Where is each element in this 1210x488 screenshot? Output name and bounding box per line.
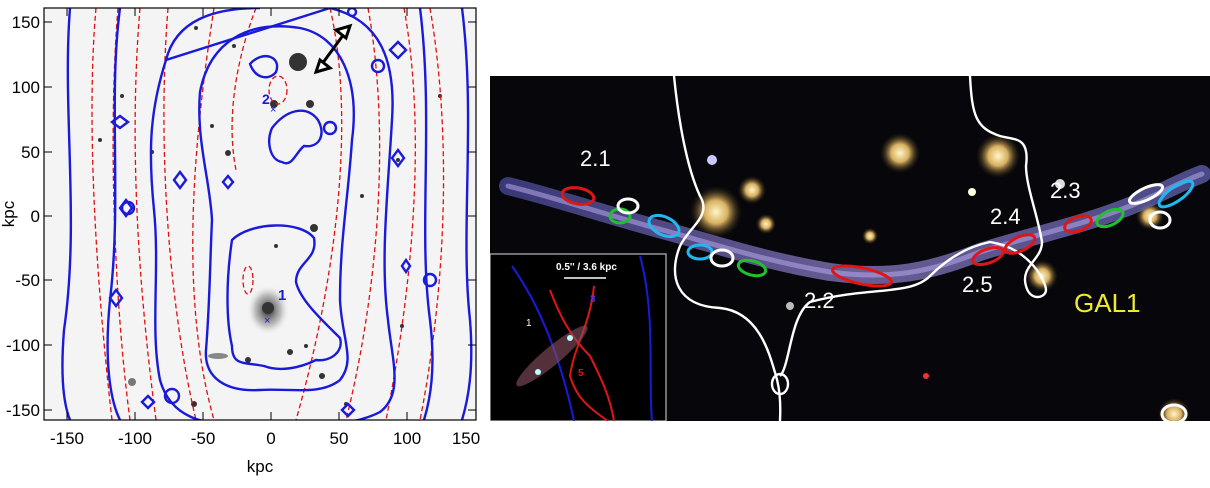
image-1-label: 1 (278, 287, 286, 304)
label-gal1: GAL1 (1074, 288, 1141, 318)
inset-label-5: 5 (578, 368, 584, 379)
arc-labels: 2.1 2.2 2.3 2.4 2.5 (580, 146, 1081, 313)
double-arrow (313, 23, 353, 75)
image-markers: 2 × 1 × (262, 91, 286, 327)
inset-label-1: 1 (526, 318, 532, 329)
mass-map-panel: 2 × 1 × (0, 0, 490, 483)
x-tick-labels: -150 -100 -50 0 50 100 150 (50, 429, 480, 448)
x-tick: -100 (118, 429, 152, 448)
image-2-label: 2 (262, 91, 270, 107)
plot-frame (43, 7, 477, 421)
y-tick: 100 (12, 78, 40, 97)
inset-scale-label: 0.5'' / 3.6 kpc (556, 262, 617, 273)
label-2-2: 2.2 (804, 288, 835, 313)
x-tick: -150 (50, 429, 84, 448)
cluster-galaxies (98, 26, 442, 407)
y-tick: 50 (21, 143, 40, 162)
x-tick: 50 (330, 429, 349, 448)
x-tick: 0 (266, 429, 275, 448)
inset-label-3: 3 (590, 294, 596, 305)
y-tick: 150 (12, 13, 40, 32)
arc-image-figure: 2.1 2.2 2.3 2.4 2.5 GAL1 0.5'' / 3.6 kpc… (490, 76, 1210, 421)
x-axis-label: kpc (247, 457, 274, 476)
inset-panel: 0.5'' / 3.6 kpc 1 3 5 (490, 253, 667, 421)
critical-lines (91, 8, 445, 420)
mass-map-figure: 2 × 1 × (0, 7, 480, 476)
y-tick-labels: 150 100 50 0 -50 -100 -150 (6, 13, 40, 420)
image-ellipses (560, 179, 1195, 421)
svg-text:×: × (270, 104, 276, 116)
y-tick: -50 (15, 271, 40, 290)
x-tick: 100 (393, 429, 421, 448)
y-axis-label: kpc (0, 200, 18, 227)
label-2-5: 2.5 (962, 272, 993, 297)
x-tick: -50 (191, 429, 216, 448)
y-tick: -150 (6, 401, 40, 420)
label-2-1: 2.1 (580, 146, 611, 171)
y-tick: 0 (31, 207, 40, 226)
svg-text:×: × (264, 315, 270, 327)
label-2-3: 2.3 (1050, 178, 1081, 203)
critical-curve-loop (770, 372, 790, 396)
y-tick: -100 (6, 336, 40, 355)
x-tick: 150 (452, 429, 480, 448)
axis-ticks (44, 8, 476, 420)
label-2-4: 2.4 (990, 204, 1021, 229)
arc-image-panel: 2.1 2.2 2.3 2.4 2.5 GAL1 0.5'' / 3.6 kpc… (490, 76, 1210, 421)
